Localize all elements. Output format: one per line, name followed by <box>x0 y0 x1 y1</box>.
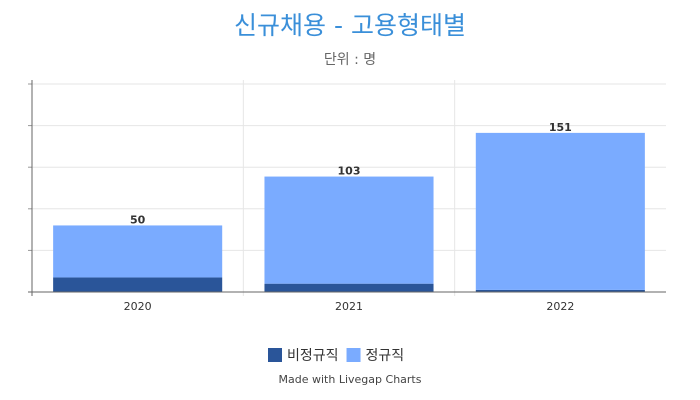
bar-segment <box>264 176 434 284</box>
legend-swatch <box>346 348 361 362</box>
data-label: 151 <box>549 121 572 134</box>
data-label: 103 <box>338 165 361 178</box>
chart-subtitle: 단위 : 명 <box>324 52 376 68</box>
bar-segment <box>53 225 223 278</box>
legend-label: 비정규직 <box>287 348 339 364</box>
legend-label: 정규직 <box>366 348 405 364</box>
bar-segment <box>475 289 645 292</box>
chart-title: 신규채용 - 고용형태별 <box>234 11 466 40</box>
x-tick-label: 2020 <box>124 300 152 313</box>
bar-segment <box>475 132 645 290</box>
bar-segment <box>264 283 434 292</box>
legend-swatch <box>268 348 282 362</box>
x-tick-label: 2021 <box>335 300 363 313</box>
x-tick-label: 2022 <box>546 300 574 313</box>
bar-segment <box>53 277 223 292</box>
data-label: 50 <box>130 213 146 226</box>
credit: Made with Livegap Charts <box>279 373 422 386</box>
